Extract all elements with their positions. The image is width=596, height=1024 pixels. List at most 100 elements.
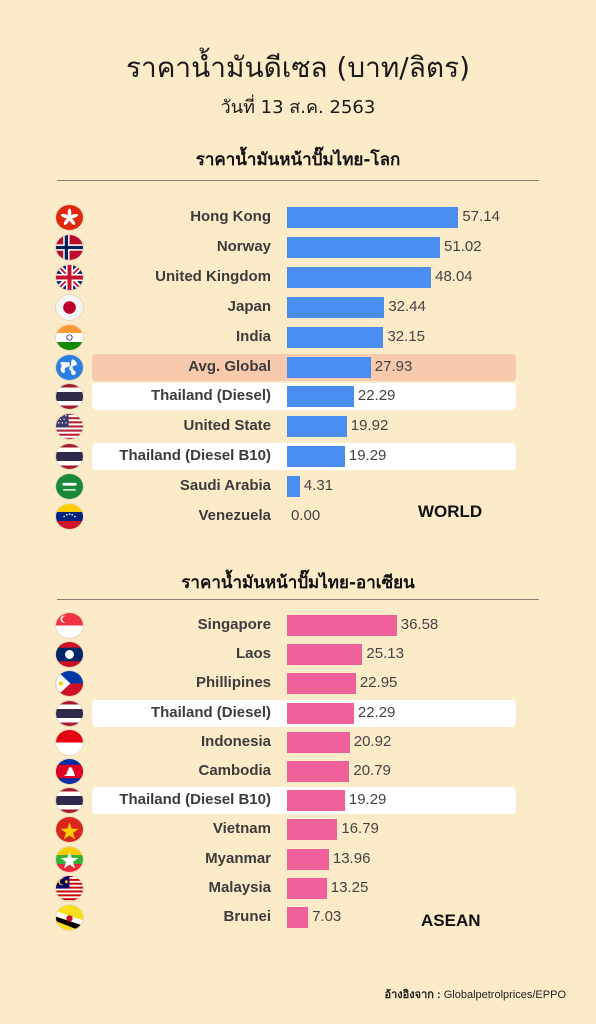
asean-row: Malaysia 13.25 xyxy=(0,874,596,903)
asean-value-label: 25.13 xyxy=(366,645,404,663)
asean-value-label: 20.92 xyxy=(353,732,392,750)
thailand-flag-icon xyxy=(55,699,84,727)
philippines-flag-icon xyxy=(55,670,84,698)
asean-row: Thailand (Diesel B10) 19.29 xyxy=(0,786,596,815)
asean-category-label: Singapore xyxy=(197,616,271,633)
world-bar xyxy=(287,416,347,438)
world-category-label: Venezuela xyxy=(198,507,271,524)
asean-row: Brunei 7.03 xyxy=(0,903,596,932)
asean-category-label: Thailand (Diesel B10) xyxy=(119,791,271,809)
asean-value-label: 7.03 xyxy=(312,908,342,925)
asean-value-label: 13.25 xyxy=(330,878,369,896)
world-row: Hong Kong 57.14 xyxy=(0,203,596,232)
asean-category-label: Vietnam xyxy=(212,820,271,838)
asean-value-label: 19.29 xyxy=(348,791,387,809)
asean-bar xyxy=(287,644,363,666)
japan-flag-icon xyxy=(55,293,84,321)
asean-bar xyxy=(287,731,350,753)
world-row: United Kingdom 48.04 xyxy=(0,263,596,292)
asean-row: Phillipines 22.95 xyxy=(0,669,596,698)
world-chart: Hong Kong 57.14 Norway 51.02 United Kingdom 4… xyxy=(0,203,596,533)
asean-row: Singapore 36.58 xyxy=(0,611,596,640)
laos-flag-icon xyxy=(55,641,84,669)
asean-divider xyxy=(57,599,539,600)
asean-value-label: 16.79 xyxy=(341,820,379,838)
world-bar xyxy=(287,386,354,408)
world-row: United State 19.92 xyxy=(0,412,596,441)
world-bar xyxy=(287,356,371,378)
united-kingdom-flag-icon xyxy=(55,263,84,291)
world-value-label: 57.14 xyxy=(462,208,500,225)
asean-bar xyxy=(287,848,329,870)
asean-chart: Singapore 36.58 Laos 25.13 Phillipines 22.95 T… xyxy=(0,611,596,936)
vietnam-flag-icon xyxy=(55,816,84,844)
world-category-label: Thailand (Diesel) xyxy=(150,387,271,405)
asean-section-title: ราคาน้ำมันหน้าปั๊มไทย-อาเซียน xyxy=(181,573,415,593)
asean-row: Myanmar 13.96 xyxy=(0,845,596,874)
asean-category-label: Brunei xyxy=(223,908,271,925)
world-category-label: United State xyxy=(183,417,271,435)
world-value-label: 22.29 xyxy=(357,387,396,405)
hong-kong-flag-icon xyxy=(55,204,84,231)
world-row: Japan 32.44 xyxy=(0,293,596,322)
world-row: India 32.15 xyxy=(0,323,596,352)
world-category-label: Norway xyxy=(216,237,271,255)
world-value-label: 48.04 xyxy=(435,267,473,285)
asean-bar xyxy=(287,819,338,841)
world-value-label: 32.15 xyxy=(387,327,425,345)
asean-row: Vietnam 16.79 xyxy=(0,815,596,844)
world-category-label: India xyxy=(235,327,271,345)
thailand-flag-icon xyxy=(55,787,84,815)
asean-row: Thailand (Diesel) 22.29 xyxy=(0,699,596,728)
world-bar xyxy=(287,326,384,348)
world-section-title: ราคาน้ำมันหน้าปั๊มไทย-โลก xyxy=(195,150,401,170)
malaysia-flag-icon xyxy=(55,874,84,902)
world-bar xyxy=(287,296,385,318)
venezuela-flag-icon xyxy=(55,503,84,530)
indonesia-flag-icon xyxy=(55,728,84,756)
world-category-label: Avg. Global xyxy=(188,357,271,375)
source-prefix: อ้างอิงจาก : xyxy=(384,989,441,1001)
asean-value-label: 13.96 xyxy=(332,849,371,867)
asean-bar xyxy=(287,615,397,636)
asean-bar xyxy=(287,702,354,724)
world-bar xyxy=(287,476,300,498)
world-value-label: 4.31 xyxy=(303,477,334,495)
asean-bar xyxy=(287,907,309,928)
asean-value-label: 36.58 xyxy=(400,616,439,633)
source-note: อ้างอิงจาก : Globalpetrolprices/EPPO xyxy=(385,985,566,1003)
asean-category-label: Malaysia xyxy=(208,878,271,896)
thailand-flag-icon xyxy=(55,383,84,411)
asean-row: Cambodia 20.79 xyxy=(0,757,596,786)
world-row: Thailand (Diesel) 22.29 xyxy=(0,382,596,411)
world-category-label: Japan xyxy=(227,297,271,315)
asean-category-label: Phillipines xyxy=(195,674,271,692)
asean-value-label: 20.79 xyxy=(353,762,391,779)
world-row: Saudi Arabia 4.31 xyxy=(0,472,596,501)
world-value-label: 27.93 xyxy=(374,357,413,375)
world-value-label: 19.29 xyxy=(348,447,387,465)
asean-bar xyxy=(287,673,356,695)
saudi-arabia-flag-icon xyxy=(55,473,84,501)
world-bar xyxy=(287,207,459,228)
asean-row: Laos 25.13 xyxy=(0,640,596,669)
page-subtitle: วันที่ 13 ส.ค. 2563 xyxy=(220,97,376,118)
thailand-flag-icon xyxy=(55,443,84,471)
norway-flag-icon xyxy=(55,233,84,261)
world-tag: WORLD xyxy=(418,502,483,521)
world-category-label: Thailand (Diesel B10) xyxy=(119,447,271,465)
asean-category-label: Thailand (Diesel) xyxy=(150,703,271,721)
asean-tag: ASEAN xyxy=(421,911,481,930)
world-row: Venezuela 0.00 xyxy=(0,502,596,531)
brunei-flag-icon xyxy=(55,904,84,931)
world-row: Avg. Global 27.93 xyxy=(0,353,596,382)
asean-value-label: 22.29 xyxy=(357,703,396,721)
world-value-label: 51.02 xyxy=(444,237,482,255)
globe-icon xyxy=(55,353,84,381)
world-row: Thailand (Diesel B10) 19.29 xyxy=(0,442,596,471)
united-states-flag-icon xyxy=(55,413,84,441)
asean-bar xyxy=(287,761,350,782)
asean-value-label: 22.95 xyxy=(359,674,398,692)
asean-category-label: Indonesia xyxy=(200,732,271,750)
world-value-label: 32.44 xyxy=(388,297,426,315)
